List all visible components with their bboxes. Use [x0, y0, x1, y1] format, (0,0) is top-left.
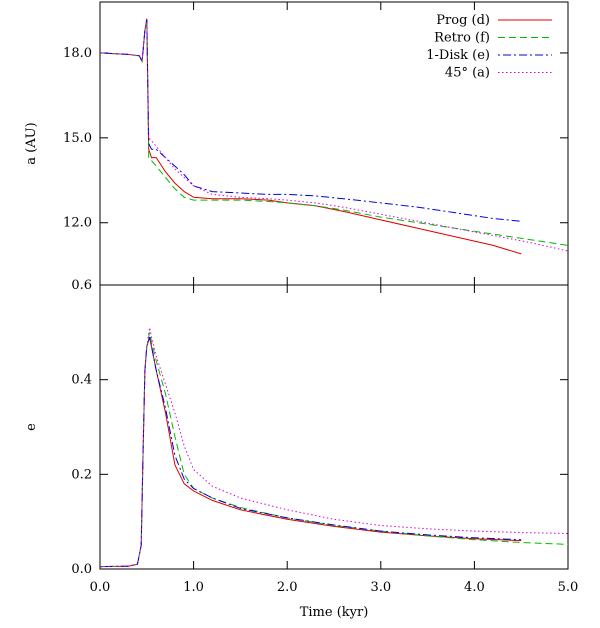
legend-label: 1-Disk (e) — [426, 48, 490, 63]
x-tick-label: 2.0 — [277, 580, 298, 595]
legend-label: 45° (a) — [445, 66, 490, 81]
x-tick-label: 4.0 — [464, 580, 485, 595]
x-tick-label: 5.0 — [558, 580, 579, 595]
series-line-retro-f — [100, 18, 568, 246]
series-line-45-a — [100, 18, 568, 252]
series-line-1-disk-e — [100, 18, 522, 222]
y-tick-label: 12.0 — [63, 216, 92, 231]
legend-label: Prog (d) — [436, 13, 490, 28]
series-line-1-disk-e — [100, 336, 522, 568]
x-tick-label: 3.0 — [370, 580, 391, 595]
y-axis-label: a (AU) — [24, 122, 39, 164]
legend-label: Retro (f) — [434, 31, 490, 46]
x-tick-label: 1.0 — [183, 580, 204, 595]
plot-frame — [99, 1, 569, 286]
legend: Prog (d) Retro (f) 1-Disk (e) 45° (a) — [426, 13, 552, 81]
y-tick-label: 0.4 — [71, 373, 92, 388]
y-tick-label: 0.2 — [71, 467, 92, 482]
series-line-retro-f — [100, 332, 568, 568]
x-tick-label: 0.0 — [90, 580, 111, 595]
y-tick-label: 18.0 — [63, 46, 92, 61]
series-line-prog-d — [100, 336, 522, 568]
y-tick-label: 0.6 — [71, 278, 92, 293]
y-tick-label: 15.0 — [63, 131, 92, 146]
x-axis-label: Time (kyr) — [300, 605, 369, 620]
bottom-panel-e-vs-time: 0.0 0.2 0.4 0.6 0.0 1.0 2.0 3.0 4.0 5.0 e Time (kyr… — [24, 278, 578, 620]
y-axis-label: e — [24, 423, 39, 431]
series-line-45-a — [100, 327, 568, 568]
y-tick-label: 0.0 — [71, 562, 92, 577]
plot-frame — [99, 284, 569, 570]
